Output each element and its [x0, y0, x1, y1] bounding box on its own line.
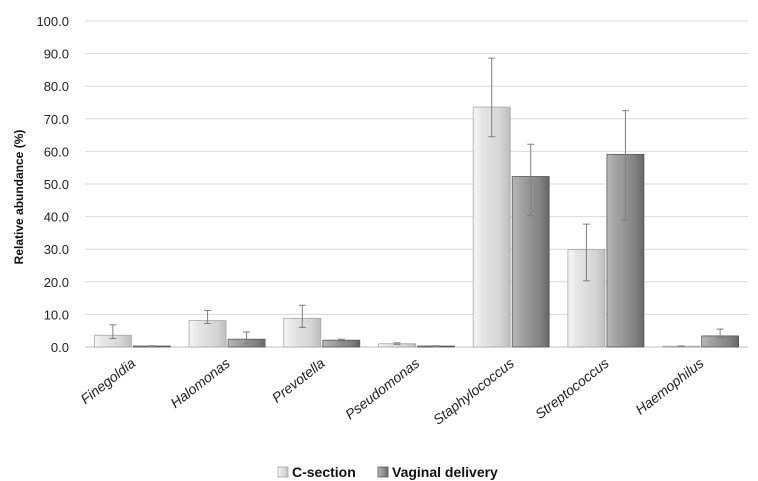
x-category-label: Finegoldia	[77, 355, 138, 408]
y-tick-label: 50.0	[44, 177, 69, 192]
legend-swatch-c-section	[277, 466, 289, 478]
y-axis-title: Relative abundance (%)	[12, 130, 26, 265]
error-bars	[109, 57, 724, 348]
x-category-label: Streptococcus	[532, 355, 612, 422]
y-tick-label: 60.0	[44, 144, 69, 159]
y-tick-label: 70.0	[44, 112, 69, 127]
legend-label-vaginal-delivery: Vaginal delivery	[392, 464, 498, 480]
bar-c-section	[188, 320, 227, 348]
y-tick-label: 0.0	[51, 340, 69, 355]
x-category-label: Prevotella	[269, 355, 328, 406]
y-tick-label: 100.0	[36, 14, 69, 29]
bar-c-section	[472, 106, 511, 348]
legend-label-c-section: C-section	[292, 464, 356, 480]
x-category-label: Halomonas	[167, 355, 233, 411]
y-tick-label: 30.0	[44, 242, 69, 257]
bars	[93, 106, 740, 348]
x-category-label: Pseudomonas	[342, 355, 422, 423]
x-category-label: Staphylococcus	[430, 355, 517, 428]
x-axis-categories: Finegoldia Halomonas Prevotella Pseudomonas…	[77, 355, 706, 428]
y-tick-label: 40.0	[44, 210, 69, 225]
gridlines	[85, 20, 748, 348]
y-tick-label: 20.0	[44, 275, 69, 290]
legend: C-section Vaginal delivery	[277, 464, 498, 480]
legend-swatch-vaginal-delivery	[377, 466, 389, 478]
y-tick-label: 90.0	[44, 47, 69, 62]
y-tick-label: 80.0	[44, 79, 69, 94]
x-category-label: Haemophilus	[632, 355, 706, 418]
y-tick-label: 10.0	[44, 307, 69, 322]
y-axis-ticks: 0.0 10.0 20.0 30.0 40.0 50.0 60.0 70.0 80.0 90.0 1…	[36, 14, 69, 355]
